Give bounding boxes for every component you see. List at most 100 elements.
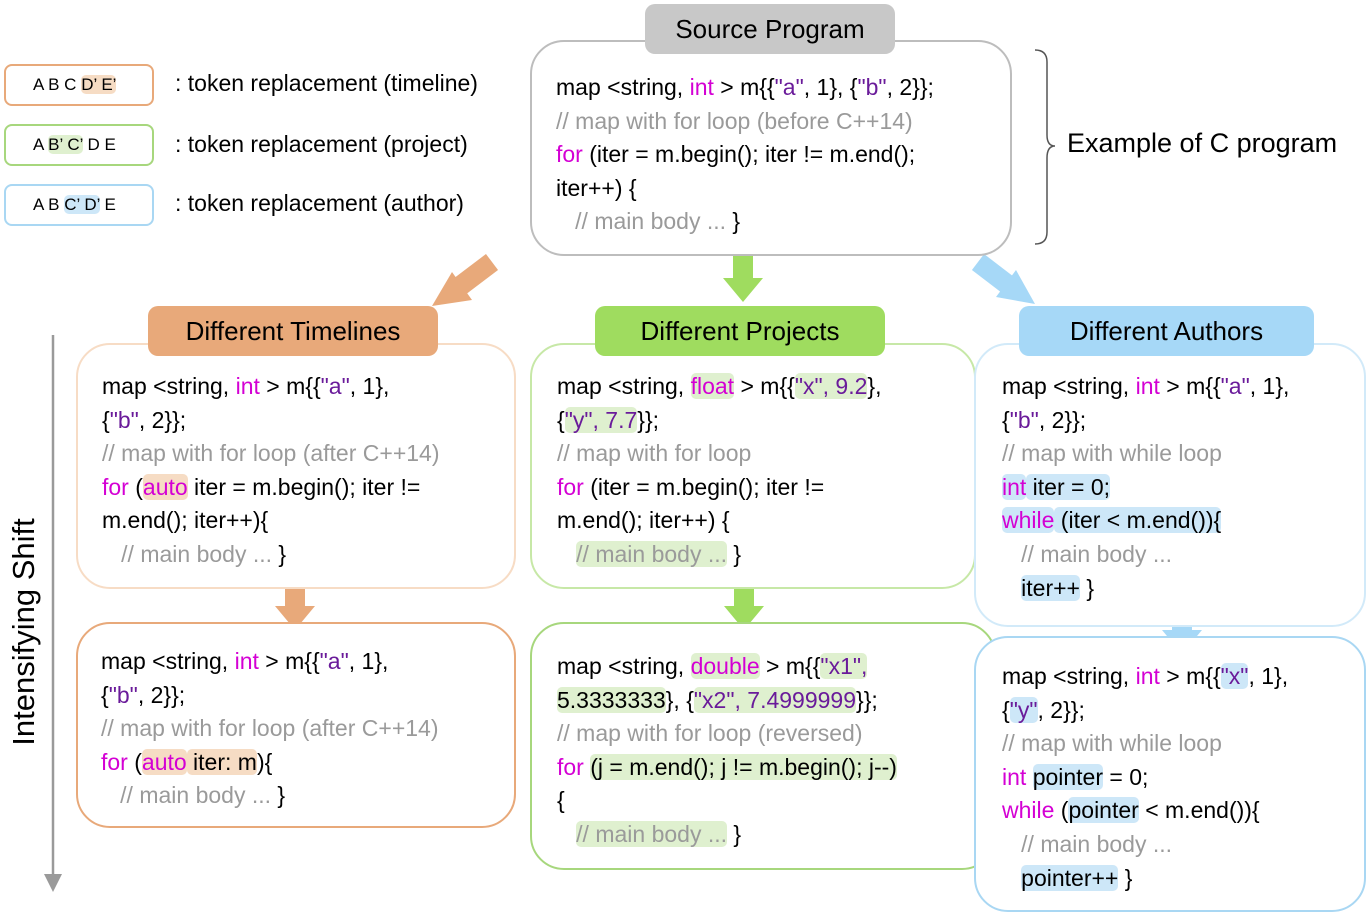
code-token: , 2}}; (1037, 696, 1085, 723)
authors-title: Different Authors (1019, 306, 1314, 356)
code-token: }}; (856, 686, 878, 713)
code-token: map <string, (102, 373, 236, 399)
code-token: , 1}, (348, 648, 389, 674)
code-token: , 2}}; (137, 681, 186, 708)
code-token (1026, 764, 1032, 790)
code-line: // map with for loop (reversed) (557, 717, 897, 751)
code-token: ){ (256, 748, 273, 775)
code-token-highlight: "x" (1220, 663, 1249, 689)
code-line: // map with for loop (after C++14) (102, 437, 440, 471)
code-line: for (iter = m.begin(); iter != (557, 471, 881, 505)
code-token: for (102, 473, 129, 500)
timelines-top-box (76, 343, 516, 589)
source-program-title: Source Program (645, 4, 895, 54)
code-token: m.end(); iter++){ (102, 507, 269, 534)
code-token: } (1080, 574, 1095, 601)
code-token: // map with for loop (557, 440, 752, 467)
code-token: ( (128, 473, 143, 500)
code-token: "b" (1009, 406, 1039, 433)
arrow-projects-down (724, 584, 764, 630)
code-token: map <string, (101, 648, 235, 674)
code-token: // map with while loop (1002, 730, 1222, 757)
code-token: { (557, 406, 565, 433)
code-token: { (1002, 406, 1010, 433)
authors-top-code: map <string, int > m{{"a", 1}, {"b", 2}};… (1002, 370, 1289, 605)
code-token: }, (867, 373, 882, 399)
code-token-highlight: int (1002, 473, 1027, 500)
code-token: // main body ... (101, 782, 278, 809)
code-token (1002, 865, 1021, 891)
code-token: > m{{ (1159, 373, 1221, 399)
code-token: // map with while loop (1002, 440, 1222, 467)
code-token-highlight: iter: m (186, 748, 257, 775)
code-token: > m{{ (713, 74, 775, 100)
code-token: // main body ... (1002, 540, 1173, 567)
code-line: iter++ } (1002, 572, 1289, 606)
arrow-to-authors (971, 254, 1035, 304)
source-program-box (530, 40, 1012, 256)
code-token: { (101, 681, 109, 708)
legend-swatch-project: A B’ C’ D E (4, 124, 154, 166)
code-token: map <string, (557, 373, 691, 399)
legend-label-author: : token replacement (author) (175, 190, 464, 216)
code-token-highlight: double (690, 653, 760, 679)
code-token: } (727, 820, 742, 847)
code-token: map <string, (1002, 373, 1136, 399)
legend-swatch-author: A B C’ D’ E (4, 184, 154, 226)
legend-swatch-text: A B C (33, 75, 82, 94)
code-token: // main body ... (1002, 830, 1173, 857)
code-token: int (234, 648, 259, 674)
code-token-highlight: iter = 0; (1026, 473, 1111, 500)
code-line: map <string, int > m{{"a", 1}, (1002, 370, 1289, 404)
code-token-highlight: // main body ... (576, 820, 728, 847)
projects-title: Different Projects (595, 306, 885, 356)
code-token: = 0; (1103, 763, 1149, 790)
code-token: // main body ... (102, 540, 279, 567)
code-token: (iter = m.begin(); iter != (583, 473, 825, 500)
code-line: while (iter < m.end()){ (1002, 504, 1289, 538)
code-line: map <string, double > m{{"x1", (557, 650, 897, 684)
code-token: ( (127, 748, 142, 775)
code-line: // main body ... } (557, 818, 897, 852)
code-token: map <string, (556, 74, 690, 100)
code-token-highlight: auto (141, 748, 187, 775)
authors-bottom-code: map <string, int > m{{"x", 1}, {"y", 2}};… (1002, 660, 1288, 895)
code-line: // main body ... } (556, 205, 934, 239)
code-line: {"b", 2}}; (102, 404, 440, 438)
code-token: int (1135, 663, 1160, 689)
code-line: map <string, float > m{{"x", 9.2}, (557, 370, 881, 404)
code-line: iter++) { (556, 172, 934, 206)
code-token-highlight: "x1", (820, 653, 868, 679)
code-token: , 1}, { (803, 74, 858, 100)
code-token-highlight: // main body ... (576, 540, 728, 567)
code-line: // main body ... } (102, 538, 440, 572)
code-token: // map with for loop (before C++14) (556, 107, 913, 134)
code-token: iter++) { (556, 174, 637, 201)
code-token: > m{{ (759, 653, 821, 679)
timelines-bottom-box (76, 622, 516, 828)
code-line: for (auto iter: m){ (101, 746, 439, 780)
code-token-highlight: pointer (1068, 797, 1139, 824)
projects-top-code: map <string, float > m{{"x", 9.2}, {"y", … (557, 370, 881, 572)
code-token-highlight: iter++ (1021, 574, 1080, 601)
source-side-label: Example of C program (1067, 128, 1338, 158)
code-token: for (557, 753, 584, 780)
code-line: // map with while loop (1002, 727, 1288, 761)
code-line: // map with while loop (1002, 437, 1289, 471)
code-token: , 2}}; (1038, 406, 1087, 433)
code-token: "a" (320, 373, 350, 399)
legend-label-timeline: : token replacement (timeline) (175, 70, 478, 96)
legend-swatch-text: E (99, 195, 116, 214)
code-line: {"b", 2}}; (1002, 404, 1289, 438)
code-line: {"y", 7.7}}; (557, 404, 881, 438)
code-token-highlight: "y" (1009, 696, 1038, 723)
code-token: > m{{ (259, 373, 321, 399)
code-line: // map with for loop (557, 437, 881, 471)
code-token: // map with for loop (after C++14) (101, 715, 439, 742)
code-line: // main body ... } (557, 538, 881, 572)
code-token (557, 821, 576, 847)
code-token: iter = m.begin(); iter != (187, 473, 421, 500)
code-token: } (732, 208, 741, 235)
code-token: , 2}}; (886, 74, 934, 100)
code-token: map <string, (1002, 663, 1136, 689)
